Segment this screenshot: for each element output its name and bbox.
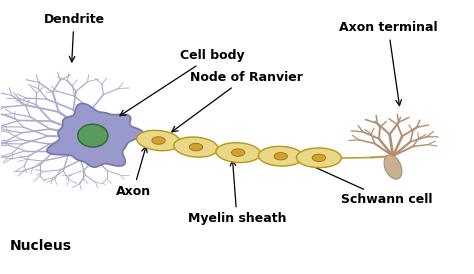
- Text: Nucleus: Nucleus: [10, 239, 72, 253]
- Text: Schwann cell: Schwann cell: [288, 155, 432, 206]
- Ellipse shape: [296, 148, 341, 168]
- Ellipse shape: [174, 137, 218, 157]
- Text: Cell body: Cell body: [120, 49, 245, 116]
- Text: Node of Ranvier: Node of Ranvier: [172, 70, 302, 132]
- Ellipse shape: [384, 155, 402, 179]
- Ellipse shape: [258, 146, 303, 166]
- Ellipse shape: [78, 124, 108, 147]
- Ellipse shape: [216, 143, 261, 162]
- Ellipse shape: [189, 143, 203, 151]
- Text: Axon terminal: Axon terminal: [339, 21, 438, 105]
- Text: Dendrite: Dendrite: [44, 13, 104, 62]
- Text: Myelin sheath: Myelin sheath: [188, 160, 286, 225]
- Text: Axon: Axon: [116, 147, 151, 198]
- Ellipse shape: [274, 153, 288, 160]
- Ellipse shape: [137, 130, 181, 151]
- Ellipse shape: [231, 149, 245, 156]
- Ellipse shape: [312, 154, 326, 162]
- Ellipse shape: [152, 137, 165, 144]
- Polygon shape: [47, 104, 143, 167]
